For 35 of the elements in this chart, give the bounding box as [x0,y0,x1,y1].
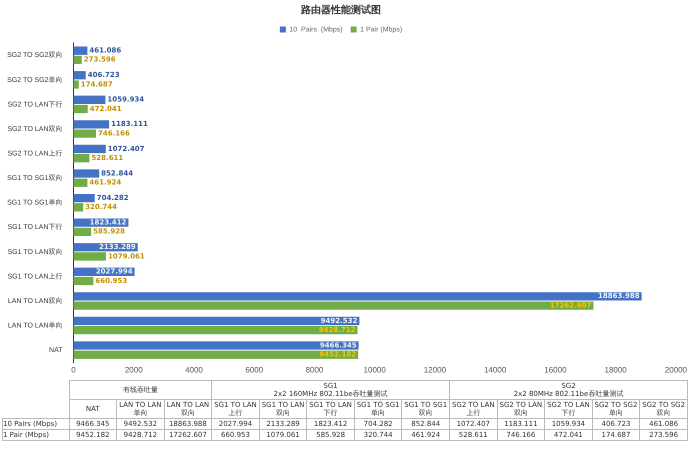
bar [74,341,359,350]
x-tick-label: 2000 [124,365,144,374]
bar [74,71,86,80]
bar [74,326,358,334]
bar [74,46,88,55]
bar [74,228,92,236]
bar [74,120,110,129]
bar [74,276,94,286]
x-tick-label: 16000 [544,365,568,374]
x-tick-label: 4000 [185,365,204,374]
x-tick-label: 8000 [306,365,324,374]
chart-title: 路由器性能测试图 [300,4,381,16]
bar [74,316,360,326]
bar [74,129,96,138]
bar [74,169,100,178]
x-tick-label: 10000 [364,365,386,374]
x-tick-label: 6000 [245,365,264,374]
bar [74,154,90,162]
bar [74,203,84,212]
bar [74,104,88,114]
bar [74,292,642,301]
bar [74,144,106,154]
bar [74,178,88,187]
bar [74,194,95,202]
bar [74,350,358,359]
bar [74,301,594,310]
x-tick-label: 18000 [604,365,628,374]
bar [74,80,79,89]
bar [74,56,82,64]
bar [74,96,106,104]
x-tick-label: 20000 [664,365,688,374]
x-tick-label: 0 [71,365,76,374]
bar [74,252,106,261]
x-tick-label: 12000 [424,365,447,374]
x-tick-label: 14000 [484,365,507,374]
